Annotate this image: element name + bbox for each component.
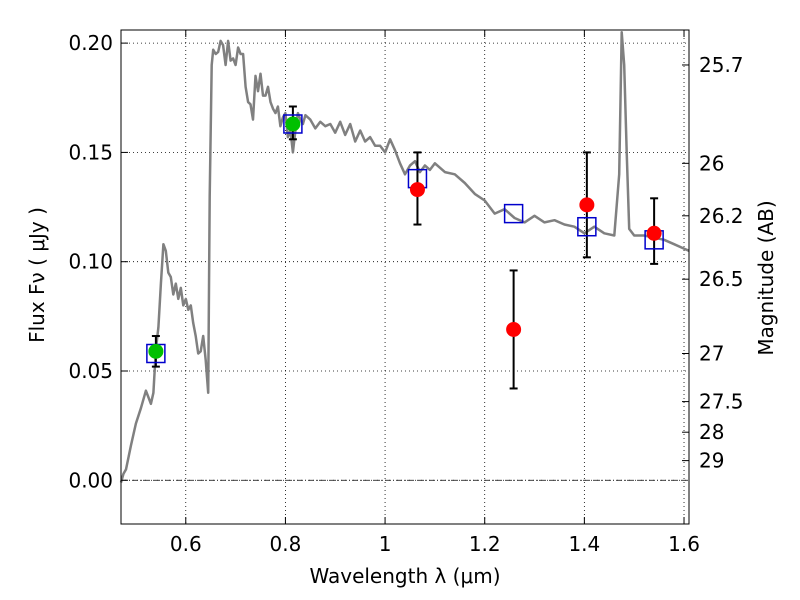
x-tick-label: 0.8 (270, 532, 302, 556)
y-tick-label: 0.05 (68, 359, 113, 383)
y-tick-labels: 0.00 0.05 0.10 0.15 0.20 (68, 31, 113, 492)
y-axis-title: Flux Fν ( μJy ) (25, 207, 49, 343)
x-tick-label: 1 (379, 532, 392, 556)
y2-axis-title: Magnitude (AB) (754, 200, 778, 355)
x-tick-label: 1.2 (469, 532, 501, 556)
observed-point (285, 116, 301, 132)
x-axis-title: Wavelength λ (μm) (309, 564, 500, 588)
y2-tick-label: 27.5 (699, 390, 744, 414)
y2-tick-label: 26 (699, 151, 724, 175)
observed-point (409, 182, 425, 198)
x-tick-label: 0.6 (170, 532, 202, 556)
x-tick-label: 1.6 (668, 532, 700, 556)
observed-point (148, 343, 164, 359)
y2-tick-label: 28 (699, 420, 724, 444)
y-tick-label: 0.00 (68, 468, 113, 492)
axis-ticks (121, 30, 689, 524)
y2-tick-label: 25.7 (699, 53, 744, 77)
x-tick-label: 1.4 (568, 532, 600, 556)
y-tick-label: 0.15 (68, 140, 113, 164)
y-tick-label: 0.10 (68, 250, 113, 274)
observed-point (506, 321, 522, 337)
observed-point (646, 225, 662, 241)
x-tick-labels: 0.6 0.8 1 1.2 1.4 1.6 (170, 532, 700, 556)
observed-photometry (148, 116, 662, 359)
observed-point (579, 197, 595, 213)
y2-tick-label: 29 (699, 449, 724, 473)
synthetic-point (283, 114, 303, 134)
y2-tick-label: 26.5 (699, 267, 744, 291)
y2-tick-label: 27 (699, 342, 724, 366)
y2-tick-label: 26.2 (699, 204, 744, 228)
synthetic-point (503, 203, 524, 224)
synthetic-point (577, 216, 597, 237)
y2-tick-labels: 25.7 26 26.2 26.5 27 27.5 28 29 (699, 53, 744, 473)
y-tick-label: 0.20 (68, 31, 113, 55)
plot-frame (120, 29, 690, 525)
